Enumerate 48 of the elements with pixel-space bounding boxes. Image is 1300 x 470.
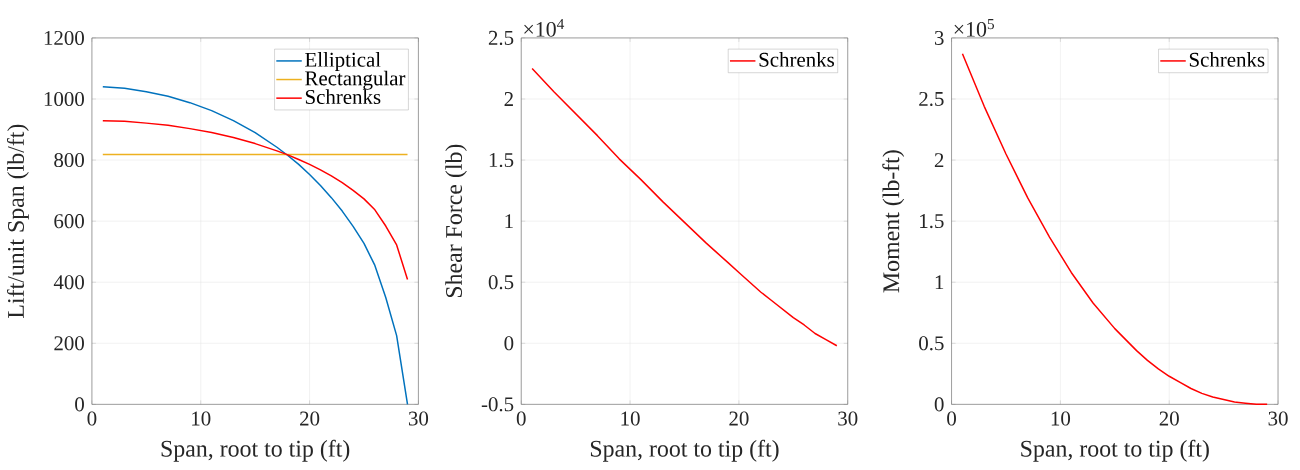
y-tick-label: 800 <box>54 152 84 167</box>
y-tick-label: 1200 <box>44 30 84 45</box>
x-axis-title: Span, root to tip (ft) <box>161 439 350 462</box>
y-axis-title: Shear Force (lb) <box>445 144 467 297</box>
x-axis-title: Span, root to tip (ft) <box>1021 439 1209 462</box>
x-tick-label: 10 <box>621 411 640 426</box>
y-tick-label: 1000 <box>44 91 84 106</box>
x-tick-label: 20 <box>729 411 749 426</box>
y-tick-label: 1 <box>935 275 944 289</box>
y-tick-label: 0.5 <box>488 275 514 290</box>
x-tick-label: 20 <box>300 411 320 426</box>
legend-label: Schrenks <box>1189 51 1265 67</box>
y-tick-label: 2 <box>934 153 944 167</box>
x-tick-label: 0 <box>516 411 526 426</box>
y-axis-title: Moment (lb-ft) <box>882 150 905 293</box>
x-tick-label: 20 <box>1159 411 1179 426</box>
legend-label: Schrenks <box>305 89 381 104</box>
y-tick-label: 400 <box>53 275 84 290</box>
y-tick-label: 2.5 <box>488 30 514 45</box>
y-tick-label: 200 <box>54 336 84 351</box>
legend-label: Schrenks <box>759 51 834 67</box>
y-tick-label: 1 <box>505 214 513 228</box>
y-tick-label: 1.5 <box>920 213 944 229</box>
line-series <box>961 52 1268 405</box>
y-tick-label: 0 <box>75 397 84 412</box>
y-tick-label: 2.5 <box>919 91 944 106</box>
line-series <box>102 119 409 281</box>
legend-label: Elliptical <box>305 51 381 71</box>
x-axis-title: Span, root to tip (ft) <box>590 439 779 462</box>
x-tick-label: 10 <box>192 411 211 426</box>
y-axis-title: Lift/unit Span (lb/ft) <box>6 124 29 318</box>
y-tick-label: 0 <box>504 336 514 351</box>
text: ×10$^{5}$ <box>954 18 995 37</box>
legend-label: Rectangular <box>305 70 406 90</box>
y-tick-label: 1.5 <box>489 152 514 167</box>
y-tick-label: 600 <box>54 213 84 229</box>
x-tick-label: 30 <box>1268 411 1288 426</box>
y-tick-label: 0.5 <box>919 336 944 351</box>
x-tick-label: 0 <box>947 411 956 426</box>
y-tick-label: 2 <box>504 91 513 106</box>
x-tick-label: 30 <box>838 411 858 426</box>
x-tick-label: 10 <box>1051 411 1071 426</box>
y-tick-label: 3 <box>934 30 944 45</box>
y-tick-label: -0.5 <box>481 397 514 412</box>
text: ×10$^{4}$ <box>524 18 565 37</box>
x-tick-label: 0 <box>87 411 97 426</box>
y-tick-label: 0 <box>934 397 944 412</box>
x-tick-label: 30 <box>408 411 429 426</box>
